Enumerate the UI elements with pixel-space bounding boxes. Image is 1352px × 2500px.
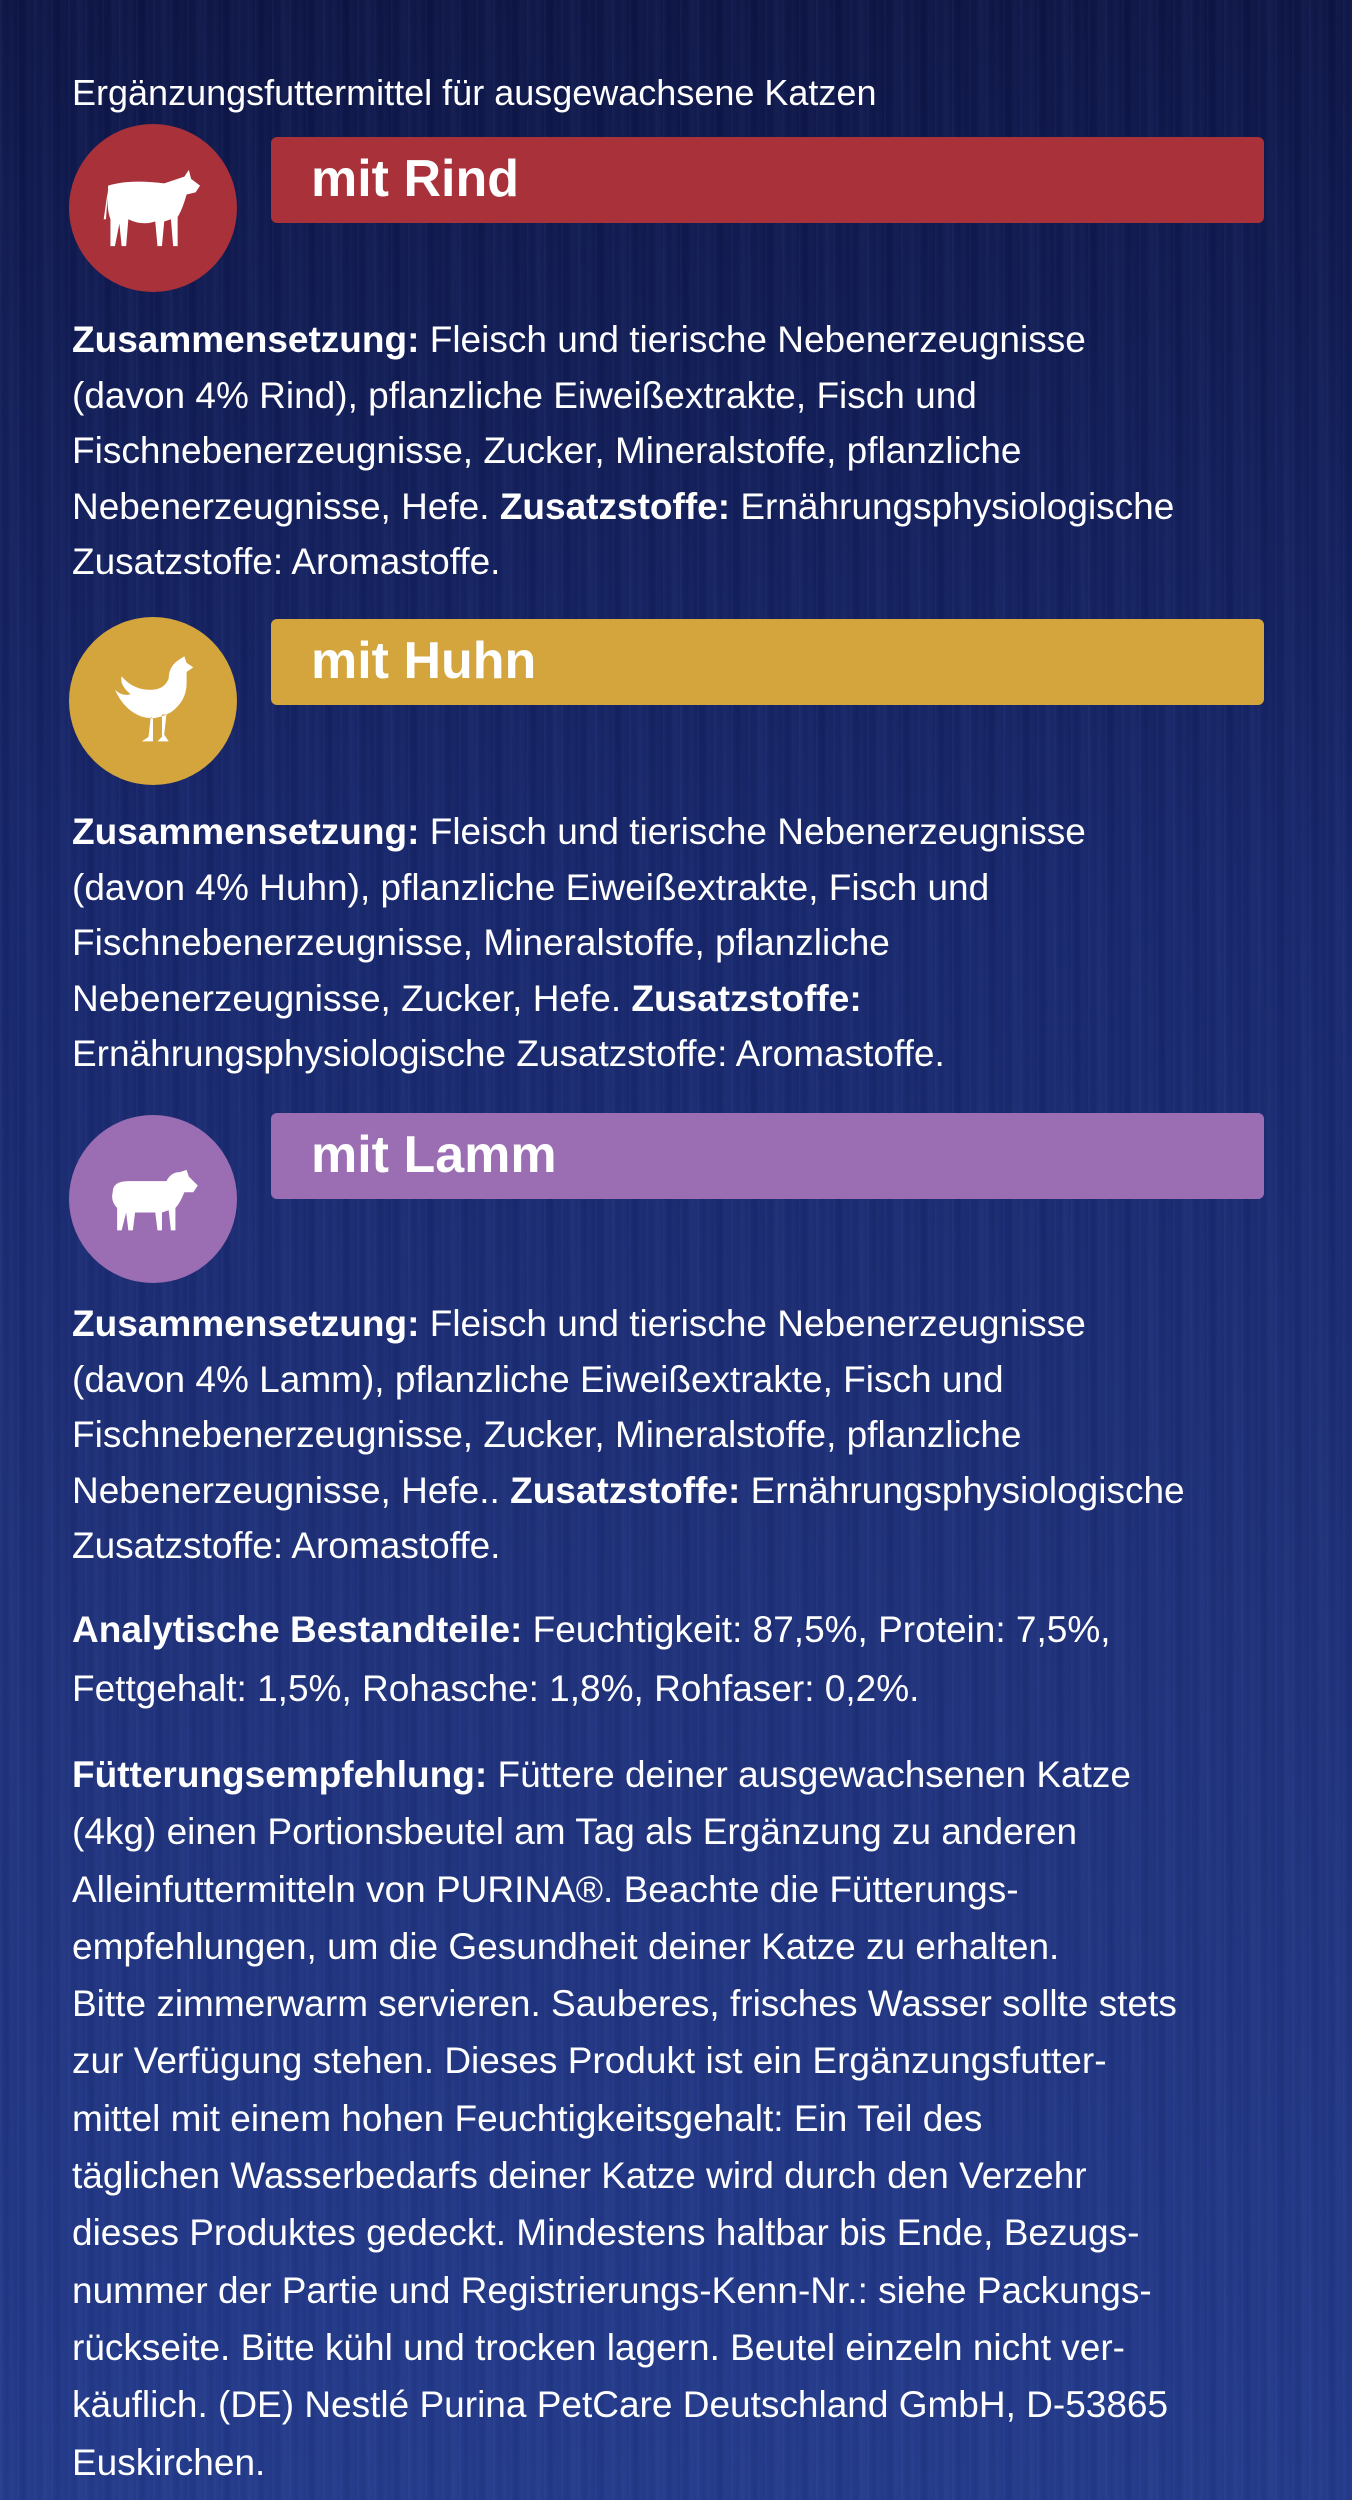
bold-label: Analytische Bestandteile:	[72, 1609, 523, 1650]
text-segment: Bitte zimmerwarm servieren. Sauberes, fr…	[72, 1983, 1177, 2025]
text-line: Fischnebenerzeugnisse, Mineralstoffe, pf…	[72, 915, 1272, 971]
text-line: Fischnebenerzeugnisse, Zucker, Mineralst…	[72, 1407, 1272, 1463]
text-line: Nebenerzeugnisse, Hefe. Zusatzstoffe: Er…	[72, 479, 1272, 535]
text-segment: Ernährungsphysiologische Zusatzstoffe: A…	[72, 1033, 945, 1074]
text-line: nummer der Partie und Registrierungs-Ken…	[72, 2262, 1272, 2319]
text-segment: Euskirchen.	[72, 2441, 266, 2483]
variant-banner-huhn: mit Huhn	[271, 619, 1264, 705]
text-line: Analytische Bestandteile: Feuchtigkeit: …	[72, 1600, 1272, 1659]
text-line: Nebenerzeugnisse, Hefe.. Zusatzstoffe: E…	[72, 1463, 1272, 1519]
text-line: mittel mit einem hohen Feuchtigkeitsgeha…	[72, 2090, 1272, 2147]
bold-label: Zusatzstoffe:	[499, 485, 731, 527]
text-line: (4kg) einen Portionsbeutel am Tag als Er…	[72, 1803, 1272, 1860]
text-line: Fettgehalt: 1,5%, Rohasche: 1,8%, Rohfas…	[72, 1659, 1272, 1718]
text-segment: Fischnebenerzeugnisse, Zucker, Mineralst…	[72, 1414, 1022, 1455]
composition-huhn: Zusammensetzung: Fleisch und tierische N…	[72, 804, 1272, 1082]
bold-label: Zusatzstoffe:	[510, 1469, 741, 1511]
text-segment: Fleisch und tierische Nebenerzeugnisse	[419, 811, 1086, 852]
text-line: Zusatzstoffe: Aromastoffe.	[72, 534, 1272, 590]
lamb-icon	[112, 1169, 198, 1231]
text-segment: Nebenerzeugnisse, Hefe..	[72, 1469, 511, 1511]
cow-icon	[103, 169, 201, 247]
text-segment: Nebenerzeugnisse, Hefe.	[72, 485, 500, 527]
text-segment: Ernährungsphysiologische	[730, 485, 1175, 527]
text-segment: Fleisch und tierische Nebenerzeugnisse	[419, 319, 1086, 360]
text-line: (davon 4% Rind), pflanzliche Eiweißextra…	[72, 368, 1272, 424]
text-segment: Alleinfuttermitteln von PURINA®. Beachte…	[72, 1868, 1019, 1910]
composition-lamm: Zusammensetzung: Fleisch und tierische N…	[72, 1296, 1272, 1574]
text-line: dieses Produktes gedeckt. Mindestens hal…	[72, 2204, 1272, 2261]
lamb-circle	[69, 1115, 237, 1283]
feeding-recommendation: Fütterungsempfehlung: Füttere deiner aus…	[72, 1746, 1272, 2491]
text-segment: Fleisch und tierische Nebenerzeugnisse	[419, 1303, 1086, 1344]
text-segment: Ernährungsphysiologische	[740, 1469, 1185, 1511]
text-segment: Zusatzstoffe: Aromastoffe.	[72, 1525, 501, 1566]
text-line: Ernährungsphysiologische Zusatzstoffe: A…	[72, 1026, 1272, 1082]
bold-label: Zusammensetzung:	[72, 811, 420, 852]
text-line: (davon 4% Lamm), pflanzliche Eiweißextra…	[72, 1352, 1272, 1408]
bold-label: Fütterungsempfehlung:	[72, 1754, 488, 1795]
text-segment: nummer der Partie und Registrierungs-Ken…	[72, 2269, 1152, 2311]
text-segment: Zusatzstoffe: Aromastoffe.	[72, 541, 501, 582]
product-subtitle: Ergänzungsfuttermittel für ausgewachsene…	[72, 72, 877, 113]
text-segment: (davon 4% Lamm), pflanzliche Eiweißextra…	[72, 1358, 1004, 1400]
text-line: Zusammensetzung: Fleisch und tierische N…	[72, 1296, 1272, 1352]
beef-circle	[69, 124, 237, 292]
text-segment: Nebenerzeugnisse, Zucker, Hefe.	[72, 977, 632, 1019]
bold-label: Zusammensetzung:	[72, 1303, 420, 1344]
text-line: Nebenerzeugnisse, Zucker, Hefe. Zusatzst…	[72, 971, 1272, 1027]
text-segment: (davon 4% Rind), pflanzliche Eiweißextra…	[72, 374, 977, 416]
bold-label: Zusammensetzung:	[72, 319, 420, 360]
text-line: Euskirchen.	[72, 2434, 1272, 2491]
text-segment: rückseite. Bitte kühl und trocken lagern…	[72, 2326, 1126, 2368]
variant-title: mit Lamm	[311, 1126, 557, 1184]
text-line: Fischnebenerzeugnisse, Zucker, Mineralst…	[72, 423, 1272, 479]
text-line: Zusatzstoffe: Aromastoffe.	[72, 1518, 1272, 1574]
text-line: zur Verfügung stehen. Dieses Produkt ist…	[72, 2032, 1272, 2089]
text-segment: täglichen Wasserbedarfs deiner Katze wir…	[72, 2155, 1087, 2197]
text-line: Bitte zimmerwarm servieren. Sauberes, fr…	[72, 1975, 1272, 2032]
chicken-icon	[114, 656, 194, 742]
variant-banner-lamm: mit Lamm	[271, 1113, 1264, 1199]
text-segment: Fettgehalt: 1,5%, Rohasche: 1,8%, Rohfas…	[72, 1668, 920, 1709]
text-segment: (4kg) einen Portionsbeutel am Tag als Er…	[72, 1811, 1078, 1853]
text-segment: mittel mit einem hohen Feuchtigkeitsgeha…	[72, 2097, 983, 2139]
text-line: (davon 4% Huhn), pflanzliche Eiweißextra…	[72, 860, 1272, 916]
text-segment: dieses Produktes gedeckt. Mindestens hal…	[72, 2212, 1140, 2254]
text-line: täglichen Wasserbedarfs deiner Katze wir…	[72, 2147, 1272, 2204]
analytical-constituents: Analytische Bestandteile: Feuchtigkeit: …	[72, 1600, 1272, 1718]
variant-title: mit Huhn	[311, 632, 537, 690]
text-line: Fütterungsempfehlung: Füttere deiner aus…	[72, 1746, 1272, 1803]
text-segment: zur Verfügung stehen. Dieses Produkt ist…	[72, 2040, 1107, 2082]
text-segment: Feuchtigkeit: 87,5%, Protein: 7,5%,	[522, 1609, 1111, 1650]
text-line: Zusammensetzung: Fleisch und tierische N…	[72, 312, 1272, 368]
bold-label: Zusatzstoffe:	[631, 977, 862, 1019]
text-line: käuflich. (DE) Nestlé Purina PetCare Deu…	[72, 2376, 1272, 2433]
text-segment: käuflich. (DE) Nestlé Purina PetCare Deu…	[72, 2384, 1169, 2426]
text-segment: Fischnebenerzeugnisse, Mineralstoffe, pf…	[72, 922, 890, 963]
text-line: rückseite. Bitte kühl und trocken lagern…	[72, 2319, 1272, 2376]
text-segment: Fischnebenerzeugnisse, Zucker, Mineralst…	[72, 430, 1022, 471]
variant-title: mit Rind	[311, 150, 519, 208]
text-segment: (davon 4% Huhn), pflanzliche Eiweißextra…	[72, 866, 990, 908]
variant-banner-rind: mit Rind	[271, 137, 1264, 223]
text-line: Zusammensetzung: Fleisch und tierische N…	[72, 804, 1272, 860]
text-segment: Füttere deiner ausgewachsenen Katze	[487, 1754, 1131, 1795]
text-line: empfehlungen, um die Gesundheit deiner K…	[72, 1918, 1272, 1975]
text-segment: empfehlungen, um die Gesundheit deiner K…	[72, 1925, 1060, 1967]
chicken-circle	[69, 617, 237, 785]
composition-rind: Zusammensetzung: Fleisch und tierische N…	[72, 312, 1272, 590]
text-line: Alleinfuttermitteln von PURINA®. Beachte…	[72, 1861, 1272, 1918]
